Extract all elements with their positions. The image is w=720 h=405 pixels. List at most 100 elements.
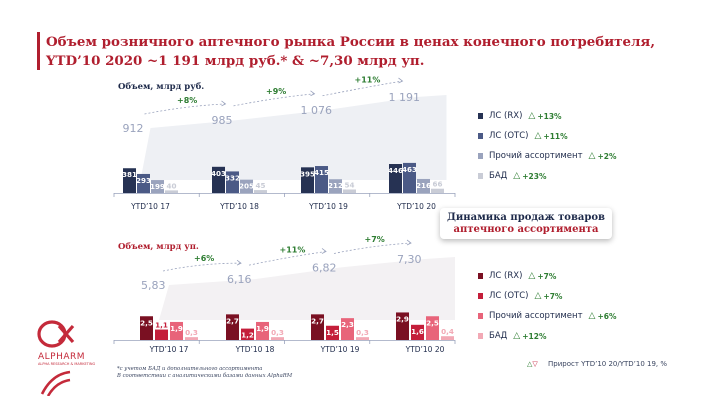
up-triangle-icon: △ [534, 131, 542, 141]
bar-value-label: 2,9 [396, 314, 409, 323]
legend-label: Прочий ассортимент [489, 311, 583, 321]
bar-value-label: 2,3 [341, 320, 354, 329]
bar-value-label: 2,5 [140, 318, 153, 327]
legend-item-rub-1: ЛС (ОТС) △ +11% [478, 130, 568, 142]
bar-pack-1 [326, 325, 339, 340]
bar-rub-1 [403, 162, 416, 193]
bar-rub-2 [329, 179, 342, 193]
bar-value-label: 45 [255, 181, 265, 190]
bar-value-label: 1,6 [411, 327, 424, 336]
bar-pack-0 [396, 312, 409, 340]
title-line-1: Объем розничного аптечного рынка России … [46, 34, 655, 50]
logo-name: ALPHARM [38, 352, 86, 362]
bar-rub-0 [301, 167, 314, 193]
footnote: *с учетом БАД и дополнительного ассортим… [117, 366, 292, 380]
legend-item-pack-1: ЛС (ОТС) △ +7% [478, 290, 562, 302]
yoy-growth-label: +11% [280, 245, 306, 254]
legend-item-rub-2: Прочий ассортимент △ +2% [478, 150, 617, 162]
legend-growth: +6% [597, 311, 617, 321]
bar-value-label: 216 [416, 181, 431, 190]
bar-pack-3 [441, 336, 454, 340]
legend-growth: +12% [522, 331, 547, 341]
bar-rub-3 [254, 190, 267, 193]
bar-pack-2 [256, 321, 269, 340]
growth-arrow [333, 242, 412, 254]
total-label: 985 [212, 114, 233, 127]
growth-arrow-head [236, 259, 242, 266]
bar-rub-0 [123, 168, 136, 193]
legend-label: ЛС (ОТС) [489, 291, 529, 301]
bar-rub-3 [343, 189, 356, 193]
legend-growth: +7% [543, 291, 563, 301]
legend-growth: +11% [543, 131, 568, 141]
growth-arrow-head [321, 248, 327, 254]
yoy-growth-label: +6% [194, 254, 214, 263]
subtitle-line-2: аптечного ассортимента [453, 224, 599, 235]
yoy-growth-label: +11% [355, 75, 381, 84]
trend-wall [140, 95, 447, 180]
x-tick-label: YTD’10 20 [405, 345, 445, 354]
growth-arrow-head [310, 90, 316, 97]
bar-rub-2 [151, 180, 164, 193]
legend-label: БАД [489, 331, 508, 341]
up-triangle-icon: △ [527, 360, 533, 368]
bar-pack-3 [271, 337, 284, 340]
bar-pack-0 [140, 316, 153, 340]
legend-growth: +23% [522, 171, 547, 181]
x-tick-label: YTD’10 20 [396, 202, 436, 211]
bar-value-label: 2,5 [426, 318, 439, 327]
bar-rub-0 [212, 166, 225, 193]
bar-rub-3 [431, 188, 444, 193]
legend-label: Прочий ассортимент [489, 151, 583, 161]
x-tick-label: YTD’10 19 [308, 202, 348, 211]
x-tick-label: YTD’10 18 [235, 345, 275, 354]
total-label: 7,30 [397, 253, 422, 266]
bar-value-label: 0,3 [356, 328, 369, 337]
legend-swatch [478, 293, 483, 299]
up-triangle-icon: △ [528, 111, 536, 121]
y-axis-label: Объем, млрд уп. [118, 241, 199, 252]
bar-rub-1 [226, 171, 239, 193]
legend-growth: +13% [537, 111, 562, 121]
bar-pack-2 [341, 318, 354, 340]
legend-label: ЛС (RX) [489, 271, 523, 281]
down-triangle-icon: ▽ [532, 360, 538, 368]
bar-value-label: 415 [314, 168, 329, 177]
legend-label: ЛС (ОТС) [489, 131, 529, 141]
bar-value-label: 54 [344, 180, 354, 189]
footer-legend: △▽ Прирост YTD’10 20/YTD’10 19, % [527, 360, 667, 368]
up-triangle-icon: △ [513, 171, 521, 181]
legend-swatch [478, 133, 483, 139]
legend-swatch [478, 333, 483, 339]
legend-growth: +7% [537, 271, 557, 281]
growth-arrow-head [221, 100, 227, 107]
x-tick-label: YTD’10 18 [219, 202, 259, 211]
growth-arrow [144, 103, 226, 115]
growth-arrow-head [406, 239, 412, 246]
bar-value-label: 66 [432, 180, 442, 189]
bar-value-label: 205 [239, 182, 254, 191]
legend-swatch [478, 173, 483, 179]
legend-label: БАД [489, 171, 508, 181]
bar-value-label: 2,7 [226, 316, 239, 325]
up-triangle-icon: △ [528, 271, 536, 281]
bar-pack-3 [356, 337, 369, 340]
bar-value-label: 1,1 [155, 321, 168, 330]
bar-value-label: 1,5 [326, 328, 339, 337]
bar-pack-0 [226, 314, 239, 340]
bar-value-label: 0,3 [271, 328, 284, 337]
total-label: 6,16 [227, 273, 252, 286]
growth-arrow [322, 80, 403, 97]
bar-value-label: 40 [166, 181, 176, 190]
bar-value-label: 403 [211, 169, 226, 178]
footnote-line-1: *с учетом БАД и дополнительного ассортим… [117, 366, 263, 372]
legend-item-pack-2: Прочий ассортимент △ +6% [478, 310, 617, 322]
bar-pack-1 [155, 329, 168, 340]
bar-pack-1 [241, 328, 254, 340]
subtitle-line-1: Динамика продаж товаров [446, 212, 605, 223]
legend-swatch [478, 313, 483, 319]
bar-rub-2 [417, 178, 430, 193]
total-label: 1 076 [301, 104, 333, 117]
legend-item-pack-3: БАД △ +12% [478, 330, 546, 342]
